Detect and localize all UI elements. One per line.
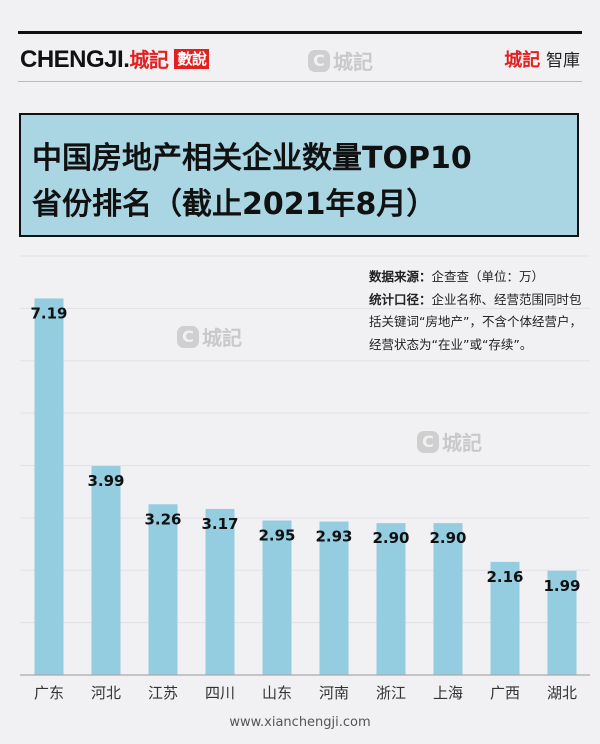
bar-湖北 — [547, 570, 577, 675]
watermark-logo: C 城記 — [417, 427, 482, 456]
data-label: 2.90 — [372, 529, 409, 547]
data-label: 1.99 — [543, 577, 580, 595]
bar-广西 — [490, 561, 520, 675]
source-note: 数据来源：企查查（单位：万） 统计口径：企业名称、经营范围同时包括关键词“房地产… — [369, 269, 582, 352]
data-label: 3.17 — [201, 515, 238, 533]
watermark-logo: C 城記 — [308, 46, 373, 75]
category-label: 湖北 — [547, 684, 577, 702]
header-divider — [18, 81, 582, 82]
data-label: 2.90 — [429, 529, 466, 547]
category-label: 广西 — [490, 684, 520, 702]
title-line-2: 省份排名（截止2021年8月） — [32, 187, 437, 222]
data-label: 2.95 — [258, 526, 295, 544]
top-rule — [18, 31, 582, 34]
watermark-logo: C 城記 — [177, 322, 242, 351]
category-label: 广东 — [34, 684, 64, 702]
category-label: 上海 — [433, 684, 463, 702]
title-line-1: 中国房地产相关企业数量TOP10 — [32, 141, 472, 176]
category-label: 河南 — [319, 684, 349, 702]
data-label: 3.26 — [144, 510, 181, 528]
bar-河南 — [319, 521, 349, 675]
category-label: 四川 — [205, 684, 235, 702]
brand-logo: CHENGJI.城記 數說 — [20, 44, 210, 74]
data-label: 2.93 — [315, 528, 352, 546]
category-label: 河北 — [91, 684, 121, 702]
bar-四川 — [205, 508, 235, 675]
category-label: 江苏 — [148, 684, 178, 702]
category-label: 浙江 — [376, 684, 406, 702]
bar-河北 — [91, 466, 121, 675]
data-label: 2.16 — [486, 568, 523, 586]
bar-上海 — [433, 523, 463, 675]
category-label: 山东 — [262, 684, 292, 702]
bar-广东 — [34, 298, 64, 675]
think-tank-logo: 城記 智庫 — [504, 50, 580, 71]
footer-url: www.xianchengji.com — [229, 715, 371, 730]
bar-江苏 — [148, 504, 178, 675]
data-label: 7.19 — [30, 304, 67, 322]
bar-山东 — [262, 520, 292, 675]
title-box: 中国房地产相关企业数量TOP10 省份排名（截止2021年8月） — [19, 113, 579, 237]
data-label: 3.99 — [87, 472, 124, 490]
bar-浙江 — [376, 523, 406, 675]
